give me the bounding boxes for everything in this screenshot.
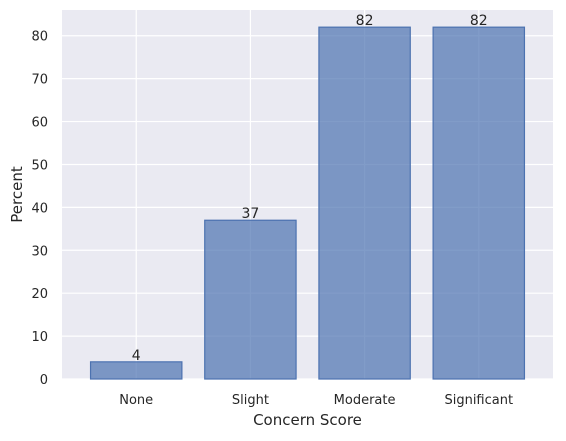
- y-tick-label: 20: [31, 287, 48, 302]
- y-tick-label: 80: [31, 30, 48, 45]
- bar-none: [89, 361, 183, 380]
- x-tick-label: Slight: [232, 393, 269, 408]
- x-axis-title: Concern Score: [253, 411, 362, 429]
- bar-moderate: [318, 26, 411, 380]
- y-tick-label: 70: [31, 73, 48, 88]
- y-tick-label: 0: [40, 373, 48, 388]
- y-tick-label: 30: [31, 244, 48, 259]
- y-tick-label: 10: [31, 330, 48, 345]
- y-axis-ticks: 0 10 20 30 40 50 60 70 80: [31, 30, 48, 388]
- x-tick-label: Significant: [444, 393, 513, 408]
- data-labels: 4 37 82 82: [132, 13, 488, 364]
- bar-value-label: 4: [132, 348, 141, 364]
- y-axis-title: Percent: [8, 166, 26, 223]
- y-tick-label: 40: [31, 201, 48, 216]
- bar-slight: [204, 219, 297, 380]
- x-tick-label: None: [119, 393, 153, 408]
- y-tick-label: 50: [31, 158, 48, 173]
- bar-value-label: 82: [470, 13, 488, 29]
- y-tick-label: 60: [31, 116, 48, 131]
- x-axis-ticks: None Slight Moderate Significant: [119, 393, 513, 408]
- x-tick-label: Moderate: [334, 393, 396, 408]
- bar-significant: [432, 26, 526, 380]
- bar-value-label: 82: [356, 13, 374, 29]
- bar-value-label: 37: [241, 206, 259, 222]
- bars: [89, 26, 526, 380]
